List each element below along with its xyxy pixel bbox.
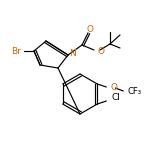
Text: Br: Br (11, 47, 21, 55)
Text: Cl: Cl (111, 93, 120, 102)
Text: O: O (98, 47, 105, 55)
Text: N: N (70, 50, 76, 59)
Text: O: O (86, 24, 93, 33)
Text: CF₃: CF₃ (127, 88, 141, 97)
Text: O: O (110, 83, 117, 93)
